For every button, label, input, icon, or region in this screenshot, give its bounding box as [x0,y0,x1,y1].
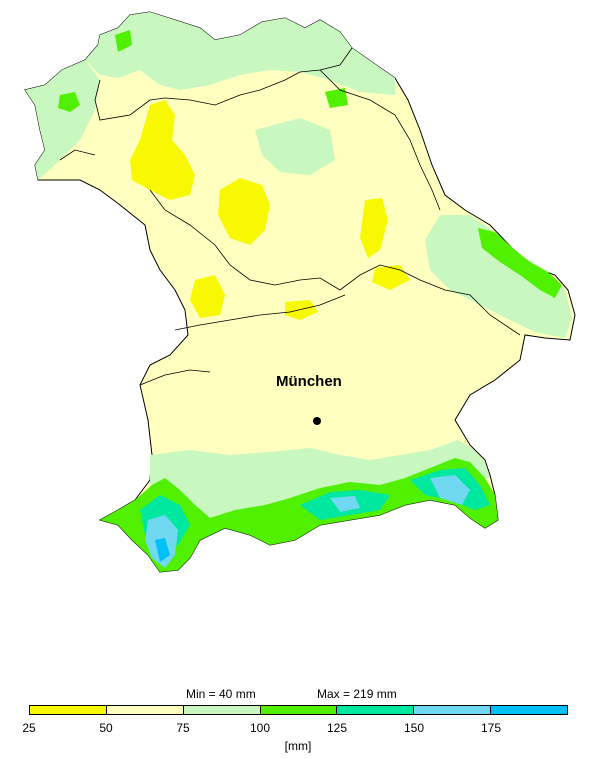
legend-swatch [30,706,107,714]
zone-175-plus [155,538,170,562]
legend-tick-label: 150 [403,721,425,735]
zone-25-50-ne [372,265,410,290]
district-border [139,369,211,386]
district-border [149,189,521,336]
zone-150-175-east [430,475,470,505]
zone-75-100-north [85,12,395,95]
zone-100-125-ne [478,228,562,298]
legend-tick-label: 125 [326,721,348,735]
zone-100-125-fichtel [325,88,348,108]
district-border [174,294,346,331]
district-border [299,47,353,73]
district-border [94,71,301,121]
zone-75-100-center [255,118,335,175]
zone-25-50-east [360,198,388,258]
legend-tick-label: 175 [480,721,502,735]
zone-25-50-west [130,100,195,200]
legend-tick-label: 100 [249,721,271,735]
legend-tick-label: 50 [99,721,113,735]
legend-swatch [260,706,338,714]
zone-75-100-west [25,60,100,180]
zone-100-125-alps [100,458,498,572]
legend-colorbar [29,705,568,715]
legend-tick-label: 75 [176,721,190,735]
zone-100-125-nw [58,92,80,112]
district-border [319,69,441,211]
precipitation-map [24,11,576,573]
zone-25-50-danube [285,300,318,320]
max-value: Max = 219 mm [317,687,397,701]
zone-150-175-werdenfels [330,496,360,512]
zone-25-50-center [218,178,270,245]
legend-unit: [mm] [284,739,312,753]
min-value: Min = 40 mm [186,687,256,701]
city-marker [313,417,321,425]
legend-tick-label: 25 [22,721,36,735]
legend-swatch [414,706,492,714]
city-label: München [276,373,342,390]
legend-swatch [337,706,415,714]
legend-swatch [491,706,568,714]
zone-100-125-n [115,30,132,52]
legend-swatch [183,706,261,714]
district-border [59,149,96,161]
zone-75-100-east [425,215,572,338]
zone-25-50-south [190,275,225,318]
legend-swatch [106,706,184,714]
